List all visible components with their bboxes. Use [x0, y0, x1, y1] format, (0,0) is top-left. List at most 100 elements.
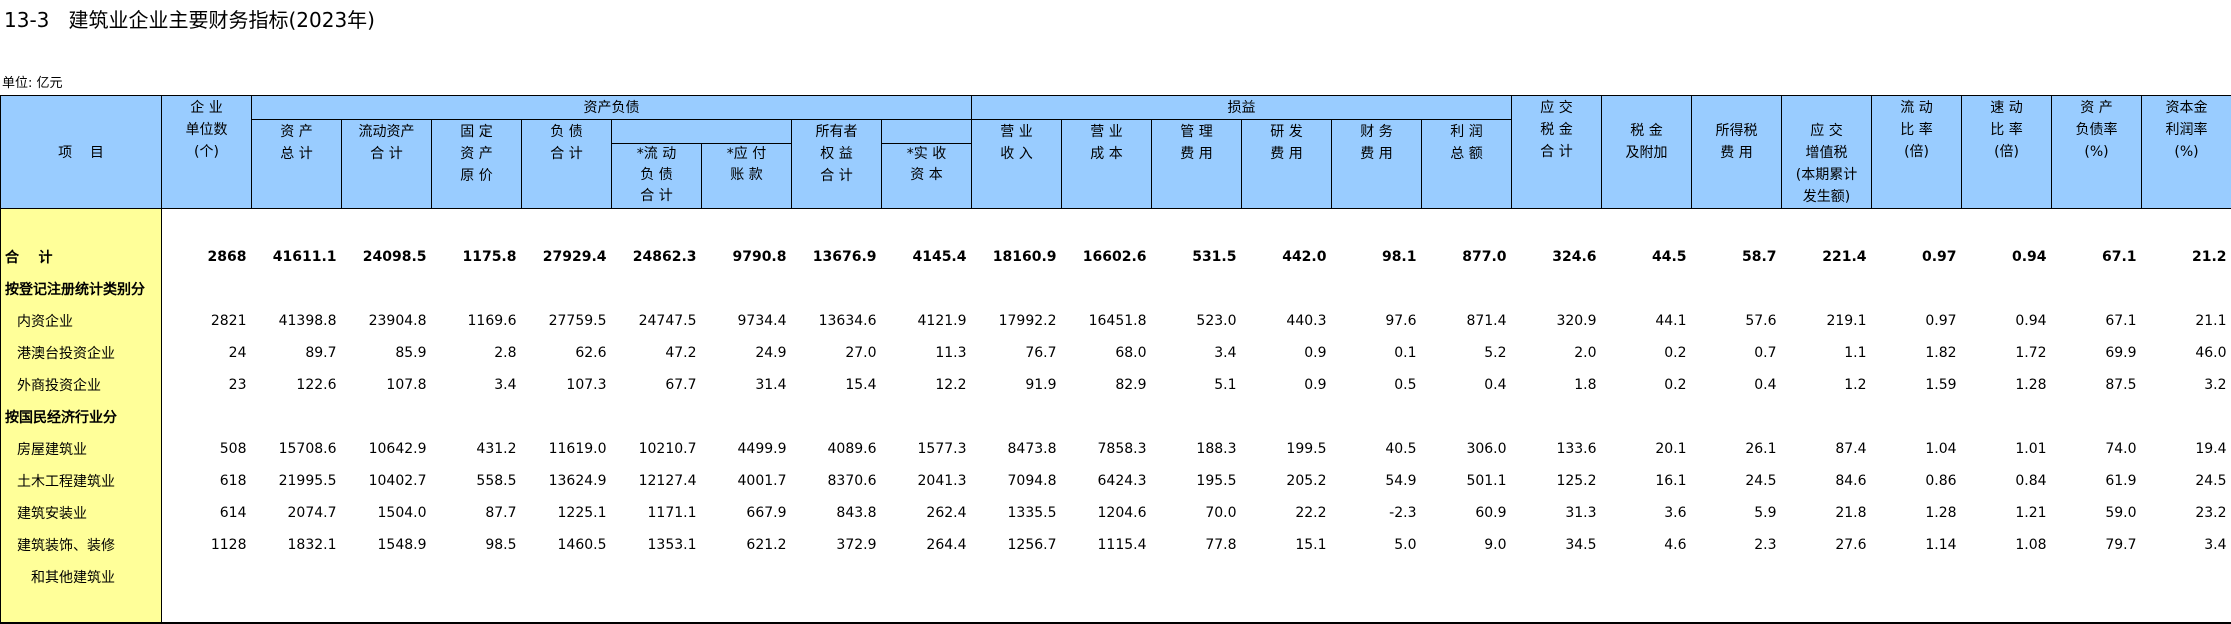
header-line: 营 业: [972, 121, 1061, 143]
column-header: 税 金及附加: [1602, 96, 1692, 209]
column-header: 流 动比 率(倍): [1872, 96, 1962, 209]
cell: [162, 561, 252, 593]
column-header: 企 业单位数(个): [162, 96, 252, 209]
cell: [1152, 273, 1242, 305]
cell: [2052, 209, 2142, 242]
cell: [522, 273, 612, 305]
header-line: 企 业: [162, 97, 251, 119]
value-cell: 21.2: [2142, 241, 2231, 273]
value-cell: 107.8: [342, 369, 432, 401]
value-cell: 76.7: [972, 337, 1062, 369]
row-label: 港澳台投资企业: [1, 337, 162, 369]
value-cell: 19.4: [2142, 433, 2231, 465]
row-label: 内资企业: [1, 305, 162, 337]
value-cell: 41611.1: [252, 241, 342, 273]
value-cell: 0.86: [1872, 465, 1962, 497]
value-cell: 877.0: [1422, 241, 1512, 273]
cell: [2052, 401, 2142, 433]
value-cell: 15708.6: [252, 433, 342, 465]
header-line: 负 债: [612, 165, 701, 186]
value-cell: 23: [162, 369, 252, 401]
header-line: 营 业: [1062, 121, 1151, 143]
header-line: 发生额): [1782, 186, 1871, 208]
cell: [432, 209, 522, 242]
cell: [2142, 209, 2231, 242]
cell: [1512, 401, 1602, 433]
cell: [2142, 273, 2231, 305]
value-cell: 1.2: [1782, 369, 1872, 401]
value-cell: 16.1: [1602, 465, 1692, 497]
header-line: 收 入: [972, 143, 1061, 165]
header-blank: [882, 120, 972, 144]
value-cell: 1353.1: [612, 529, 702, 561]
cell: [1602, 273, 1692, 305]
value-cell: 205.2: [1242, 465, 1332, 497]
value-cell: 40.5: [1332, 433, 1422, 465]
value-cell: 12.2: [882, 369, 972, 401]
cell: [522, 401, 612, 433]
cell: [1872, 209, 1962, 242]
value-cell: 324.6: [1512, 241, 1602, 273]
header-line: 应 交: [1782, 120, 1871, 142]
value-cell: 11619.0: [522, 433, 612, 465]
value-cell: 1.21: [1962, 497, 2052, 529]
value-cell: 1225.1: [522, 497, 612, 529]
value-cell: 219.1: [1782, 305, 1872, 337]
value-cell: 84.6: [1782, 465, 1872, 497]
value-cell: 24098.5: [342, 241, 432, 273]
cell: [432, 273, 522, 305]
header-line: 单位数: [162, 119, 251, 141]
value-cell: 79.7: [2052, 529, 2142, 561]
value-cell: 4145.4: [882, 241, 972, 273]
value-cell: 3.4: [2142, 529, 2231, 561]
value-cell: 4121.9: [882, 305, 972, 337]
cell: [1062, 209, 1152, 242]
item-header: 项 目: [1, 96, 162, 209]
value-cell: 1.14: [1872, 529, 1962, 561]
value-cell: 0.97: [1872, 305, 1962, 337]
header-line: 费 用: [1332, 143, 1421, 165]
value-cell: 34.5: [1512, 529, 1602, 561]
cell: [2052, 273, 2142, 305]
value-cell: 188.3: [1152, 433, 1242, 465]
cell: [1602, 561, 1692, 593]
header-line: 财 务: [1332, 121, 1421, 143]
cell: [342, 561, 432, 593]
cell: [1242, 273, 1332, 305]
value-cell: 77.8: [1152, 529, 1242, 561]
header-line: 税 金: [1512, 119, 1601, 141]
header-line: 资 产: [432, 143, 521, 165]
cell: [1962, 209, 2052, 242]
cell: [1872, 401, 1962, 433]
header-line: 比 率: [1872, 119, 1961, 141]
cell: [1422, 273, 1512, 305]
cell: [1152, 593, 1242, 623]
header-line: 总 额: [1422, 143, 1511, 165]
value-cell: 98.5: [432, 529, 522, 561]
value-cell: 440.3: [1242, 305, 1332, 337]
row-label: 建筑装饰、装修: [1, 529, 162, 561]
cell: [702, 593, 792, 623]
cell: [1962, 593, 2052, 623]
value-cell: 21.1: [2142, 305, 2231, 337]
value-cell: 621.2: [702, 529, 792, 561]
value-cell: 1.1: [1782, 337, 1872, 369]
value-cell: 221.4: [1782, 241, 1872, 273]
cell: [1782, 401, 1872, 433]
value-cell: 8370.6: [792, 465, 882, 497]
row-label-cell: [1, 209, 162, 242]
cell: [2142, 593, 2231, 623]
value-cell: 57.6: [1692, 305, 1782, 337]
cell: [882, 401, 972, 433]
value-cell: 1548.9: [342, 529, 432, 561]
group-header: 损益: [972, 96, 1512, 120]
cell: [1062, 561, 1152, 593]
value-cell: 1.59: [1872, 369, 1962, 401]
header-line: 费 用: [1242, 143, 1331, 165]
value-cell: 1128: [162, 529, 252, 561]
value-cell: 44.5: [1602, 241, 1692, 273]
cell: [1152, 209, 1242, 242]
header-line: 合 计: [612, 186, 701, 207]
cell: [1242, 593, 1332, 623]
